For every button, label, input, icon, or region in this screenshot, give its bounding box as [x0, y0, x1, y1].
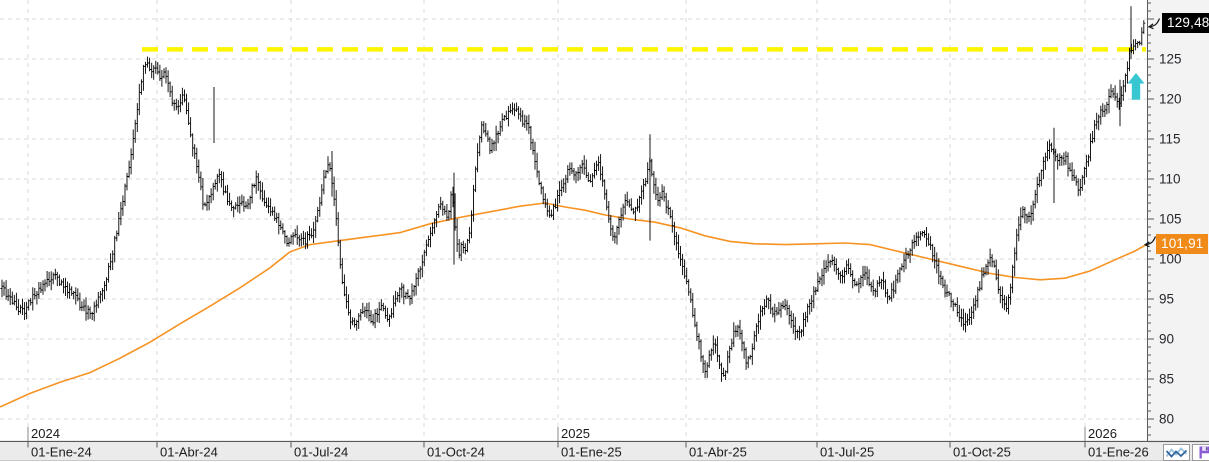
last-price-pointer-icon — [1147, 18, 1161, 30]
y-axis[interactable]: 125 120 115 110 105 100 95 90 85 80 — [1147, 2, 1182, 436]
buy-signal-arrow-icon[interactable] — [1127, 73, 1145, 100]
y-axis-label: 110 — [1159, 172, 1181, 187]
floppy-disk-icon — [1199, 446, 1209, 459]
last-price-label: 129,48 — [1162, 13, 1209, 34]
date-strip — [0, 443, 1209, 461]
right-axis-panel — [1148, 0, 1209, 443]
moving-average-line[interactable] — [0, 202, 1149, 408]
x-axis-label: 01-Jul-24 — [294, 445, 348, 460]
x-axis-label: 01-Abr-25 — [689, 445, 747, 460]
y-axis-label: 125 — [1159, 52, 1182, 67]
y-axis-label: 115 — [1159, 132, 1181, 147]
x-axis-label: 01-Ene-26 — [1088, 445, 1149, 460]
save-button[interactable] — [1192, 444, 1209, 461]
x-axis-label: 01-Oct-24 — [427, 445, 485, 460]
x-axis-label: 01-Ene-25 — [561, 445, 622, 460]
x-axis-label: 01-Ene-24 — [31, 445, 92, 460]
zigzag-tool-button[interactable] — [1163, 444, 1190, 461]
price-bars — [0, 6, 1146, 382]
y-axis-label: 95 — [1159, 292, 1174, 307]
year-label: 2024 — [31, 426, 60, 441]
x-axis-label: 01-Jul-25 — [820, 445, 874, 460]
zigzag-icon — [1166, 447, 1187, 458]
y-axis-label: 120 — [1159, 92, 1182, 107]
y-axis-label: 85 — [1159, 372, 1174, 387]
ma-price-pointer-icon — [1143, 236, 1157, 248]
y-axis-label: 105 — [1159, 212, 1182, 227]
y-axis-label: 80 — [1159, 412, 1174, 427]
year-label: 2025 — [561, 426, 590, 441]
x-axis-label: 01-Oct-25 — [953, 445, 1011, 460]
y-axis-label: 90 — [1159, 332, 1174, 347]
gridlines — [0, 0, 1147, 441]
ma-price-label: 101,91 — [1156, 233, 1208, 254]
x-axis[interactable]: 01-Ene-24 01-Abr-24 01-Jul-24 01-Oct-24 01-E… — [27, 426, 1149, 460]
year-label: 2026 — [1088, 426, 1117, 441]
x-axis-label: 01-Abr-24 — [160, 445, 218, 460]
y-axis-label: 100 — [1159, 252, 1182, 267]
